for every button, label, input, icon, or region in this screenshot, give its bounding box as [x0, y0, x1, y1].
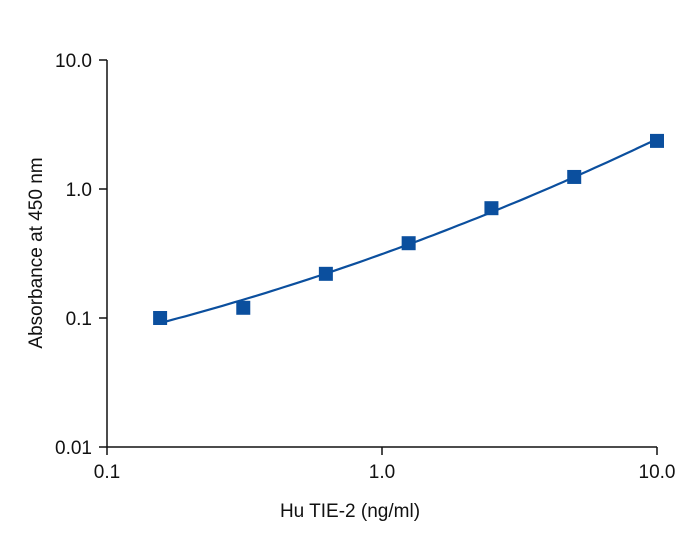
- data-point: [650, 133, 664, 148]
- fit-curve: [159, 138, 658, 325]
- x-tick-label: 10.0: [639, 462, 676, 483]
- data-point: [236, 300, 251, 315]
- y-tick-label: 0.01: [55, 438, 92, 459]
- x-axis-label: Hu TIE-2 (ng/ml): [280, 501, 420, 522]
- y-tick-label: 1.0: [66, 180, 92, 201]
- data-point: [318, 266, 333, 281]
- data-point: [484, 201, 499, 216]
- y-tick-label: 0.1: [66, 309, 92, 330]
- data-point: [153, 311, 168, 325]
- axes: 0.1 1.0 10.00.010.11.010.0: [55, 51, 675, 483]
- x-tick-label: 0.1: [94, 462, 120, 483]
- data-point: [567, 169, 582, 184]
- x-tick-label: 1.0: [369, 462, 395, 483]
- data-points: [153, 133, 664, 325]
- y-axis-label: Absorbance at 450 nm: [26, 157, 47, 348]
- y-tick-label: 10.0: [55, 51, 92, 72]
- data-point: [401, 236, 416, 251]
